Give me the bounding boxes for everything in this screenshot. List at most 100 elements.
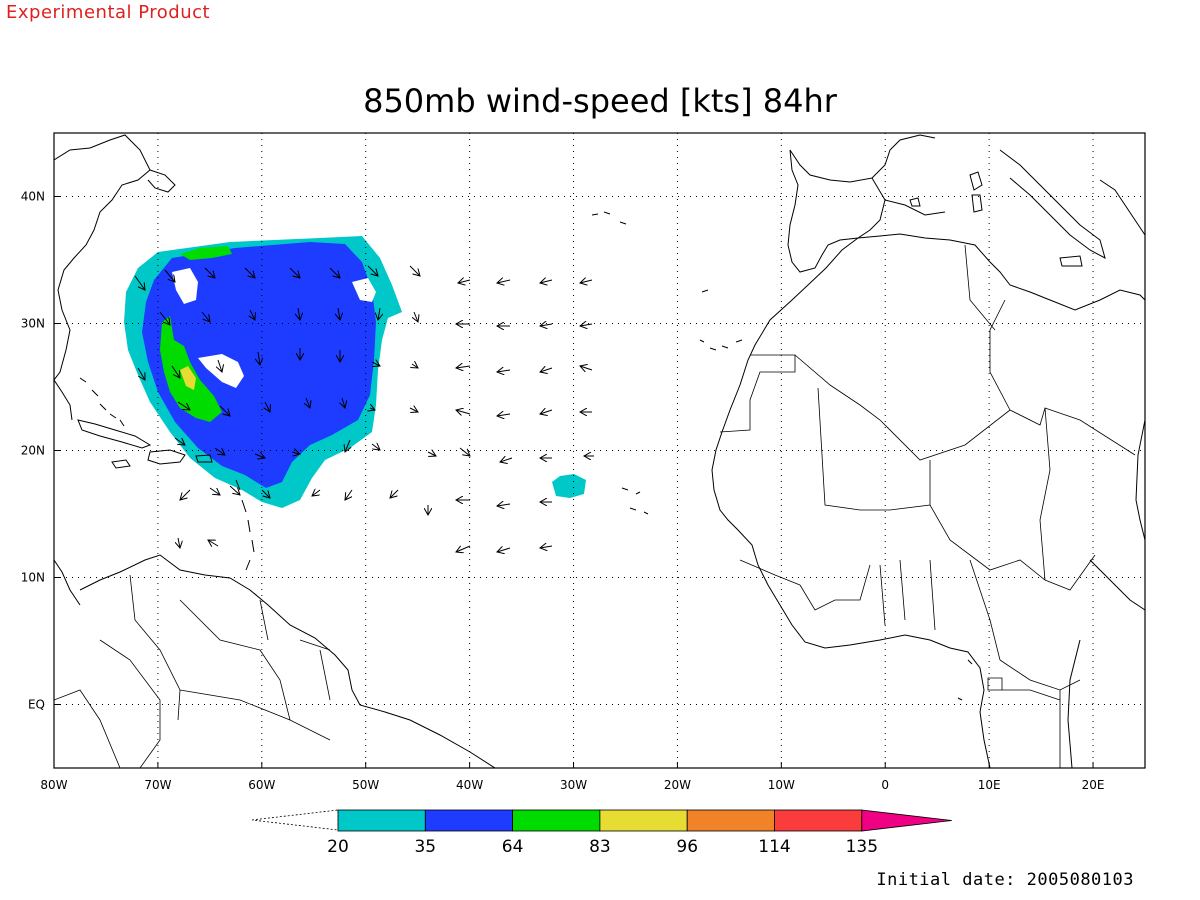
wind-arrow <box>174 437 185 445</box>
wind-arrow <box>580 366 593 370</box>
wind-arrow <box>298 307 300 320</box>
colorbar: 20 35 64 83 96 114 135 <box>251 809 952 857</box>
north-america-coast <box>54 134 151 381</box>
mediterranean-islands <box>909 171 1083 267</box>
lon-tick-label: 40W <box>456 778 483 792</box>
wind-arrow <box>177 401 190 410</box>
wind-vectors <box>134 265 594 552</box>
wind-arrow <box>209 487 220 495</box>
wind-arrow <box>201 311 210 322</box>
bahamas <box>79 377 125 427</box>
wind-arrow <box>218 359 222 372</box>
wind-arrow <box>180 489 191 500</box>
wind-arrow <box>137 367 145 380</box>
wind-arrow <box>414 311 418 322</box>
wind-arrow <box>459 447 470 456</box>
colorbar-label: 64 <box>502 837 524 857</box>
lon-tick-label: 60W <box>248 778 275 792</box>
wind-arrow <box>540 410 553 414</box>
calm-area-north <box>172 268 198 304</box>
hispaniola-coast <box>147 449 186 465</box>
colorbar-min-arrow <box>251 809 339 831</box>
map-title: 850mb wind-speed [kts] 84hr <box>363 82 837 120</box>
wind-arrow <box>370 408 375 410</box>
wind-arrow <box>312 490 321 496</box>
wind-arrow <box>178 537 180 548</box>
wind-arrow <box>540 324 553 326</box>
lon-tick-label: 30W <box>560 778 587 792</box>
colorbar-label: 135 <box>846 837 878 857</box>
wind-arrow <box>289 267 300 278</box>
lon-tick-label: 10E <box>978 778 1001 792</box>
central-america-coast <box>54 559 81 606</box>
wind-arrow <box>390 489 399 498</box>
wind-arrow <box>427 452 436 456</box>
windspeed-83-96-core <box>180 366 196 390</box>
latitude-tick-labels: 40N 30N 20N 10N EQ <box>21 190 60 712</box>
wind-arrow <box>164 269 175 282</box>
lon-tick-label: 50W <box>352 778 379 792</box>
wind-arrow <box>409 265 420 276</box>
wind-arrow <box>342 397 345 408</box>
africa-north-coast <box>857 233 1145 311</box>
wind-arrow <box>456 545 471 552</box>
coastlines <box>54 134 1145 768</box>
wind-arrow <box>229 485 240 495</box>
wind-speed-shading <box>124 236 586 508</box>
wind-arrow <box>497 370 511 372</box>
colorbar-swatch <box>599 809 688 832</box>
wind-arrow <box>214 447 225 455</box>
puerto-rico-coast <box>195 454 213 463</box>
wind-arrow <box>204 267 215 278</box>
windspeed-64-83-area <box>160 316 222 422</box>
african-borders <box>719 244 1136 768</box>
map-figure: 80W 70W 60W 50W 40W 30W 20W 10W 0 10E 20E 40N 30N 20… <box>21 132 1146 857</box>
windspeed-20-35-island <box>552 474 586 498</box>
colorbar-label: 96 <box>676 837 698 857</box>
europe-coast <box>787 149 886 273</box>
wind-arrow <box>159 311 170 325</box>
wind-arrow <box>497 548 511 552</box>
atlantic-islands <box>591 211 743 515</box>
colorbar-swatch <box>512 809 601 832</box>
lon-tick-label: 20E <box>1082 778 1105 792</box>
wind-arrow <box>254 454 265 458</box>
wind-arrow <box>219 405 230 416</box>
wind-arrow <box>250 309 255 320</box>
lat-tick-label: 10N <box>21 571 45 585</box>
wind-arrow <box>371 362 380 366</box>
wind-arrow <box>338 307 340 320</box>
cuba-coast <box>77 419 152 449</box>
lon-tick-label: 70W <box>144 778 171 792</box>
wind-arrow <box>456 366 471 368</box>
france-coast <box>871 134 946 216</box>
colorbar-swatch <box>774 809 863 832</box>
gulf-of-guinea-islands <box>957 659 973 701</box>
windspeed-64-83-patch <box>180 246 232 260</box>
colorbar-label: 83 <box>589 837 611 857</box>
nova-scotia-coast <box>147 169 176 193</box>
wind-arrow <box>171 365 180 378</box>
antilles <box>235 479 255 571</box>
wind-arrow <box>500 458 513 462</box>
wind-arrow <box>371 444 380 450</box>
jamaica-coast <box>111 459 131 469</box>
wind-arrow <box>208 540 219 546</box>
experimental-product-label: Experimental Product <box>6 2 211 23</box>
lat-tick-label: 30N <box>21 317 45 331</box>
africa-east-coast <box>1067 419 1145 768</box>
colorbar-max-arrow <box>861 809 952 832</box>
wind-arrow <box>540 280 553 283</box>
florida-coast <box>54 379 73 421</box>
longitude-tick-labels: 80W 70W 60W 50W 40W 30W 20W 10W 0 10E 20E <box>40 762 1104 792</box>
colorbar-label: 35 <box>414 837 436 857</box>
wind-arrow <box>497 280 511 283</box>
colorbar-swatch <box>424 809 513 832</box>
balkans-coast <box>1099 179 1145 236</box>
africa-coast <box>711 237 991 768</box>
wind-arrow <box>258 351 260 365</box>
wind-arrow <box>497 504 511 506</box>
wind-arrow <box>378 307 380 320</box>
wind-arrow <box>412 364 418 368</box>
lon-tick-label: 0 <box>881 778 889 792</box>
